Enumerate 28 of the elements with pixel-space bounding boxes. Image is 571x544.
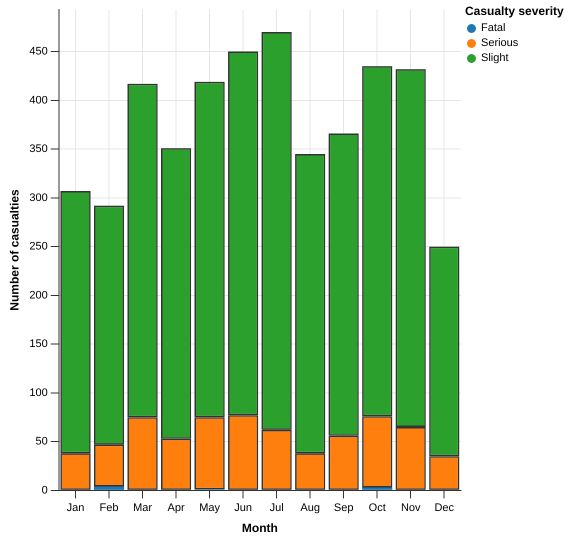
x-tick-label: Dec	[434, 502, 455, 514]
x-tick-label: Nov	[400, 502, 421, 514]
y-tick-label: 250	[29, 240, 48, 253]
x-tick-label: Oct	[368, 502, 386, 514]
x-tick-label: Apr	[168, 502, 185, 514]
legend-label: Serious	[481, 37, 518, 49]
y-tick-label: 50	[36, 436, 48, 448]
y-axis-title: Number of casualties	[8, 188, 22, 311]
legend-label: Fatal	[481, 22, 506, 34]
y-tick-label: 200	[29, 289, 48, 302]
x-tick-label: Sep	[334, 502, 354, 514]
x-tick-label: Mar	[133, 502, 152, 514]
legend-title: Casualty severity	[465, 4, 565, 18]
x-tick-label: Feb	[100, 502, 119, 514]
y-tick-label: 400	[29, 94, 48, 106]
y-tick-label: 300	[29, 192, 48, 204]
y-tick-label: 150	[29, 338, 48, 350]
legend-label: Slight	[481, 52, 509, 64]
x-tick-label: Aug	[300, 502, 320, 514]
y-tick-label: 350	[29, 143, 48, 156]
y-tick-label: 450	[29, 46, 48, 58]
x-tick-label: Jul	[270, 502, 284, 514]
x-tick-label: Jun	[234, 502, 252, 514]
y-tick-label: 100	[29, 386, 48, 399]
y-tick-label: 0	[42, 484, 48, 496]
x-axis-title: Month	[242, 521, 278, 536]
x-tick-label: May	[199, 502, 220, 514]
x-tick-label: Jan	[66, 502, 84, 514]
